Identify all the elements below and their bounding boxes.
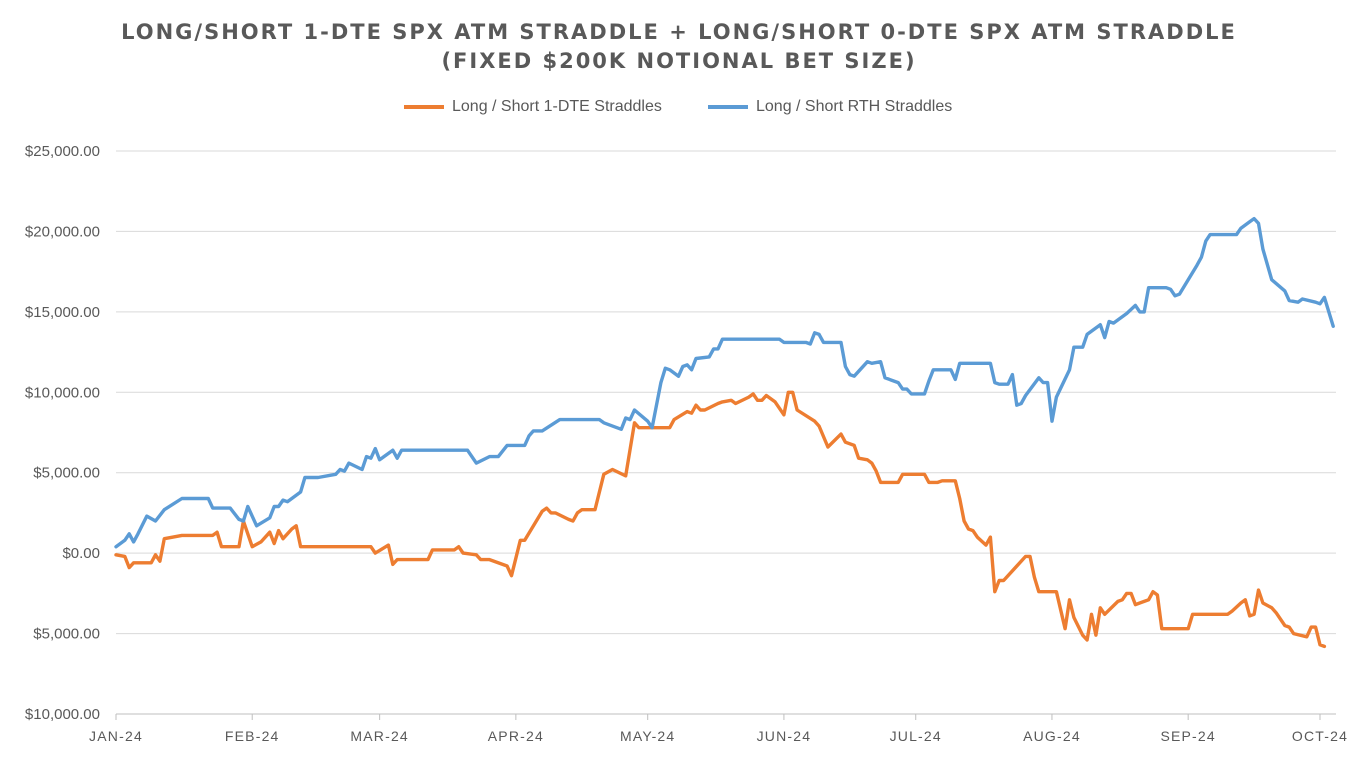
x-tick-label-2: MAR-24 [350, 728, 409, 744]
y-tick-label-1: $20,000.00 [25, 223, 100, 240]
x-axis: JAN-24 FEB-24 MAR-24 APR-24 MAY-24 JUN-24 JUL-… [89, 713, 1348, 744]
legend-swatch-1dte [404, 105, 444, 109]
x-tick-label-6: JUL-24 [890, 728, 942, 744]
y-tick-label-7: $10,000.00 [25, 706, 100, 723]
x-tick-label-3: APR-24 [488, 728, 544, 744]
x-tick-label-9: OCT-24 [1292, 728, 1348, 744]
series-lines [114, 216, 1335, 649]
legend-swatch-rth [708, 105, 748, 109]
y-tick-label-4: $5,000.00 [33, 465, 100, 482]
series-line-0 [114, 390, 1327, 649]
y-tick-label-6: $5,000.00 [33, 626, 100, 643]
x-tick-label-7: AUG-24 [1023, 728, 1081, 744]
legend-label-rth: Long / Short RTH Straddles [756, 98, 953, 115]
y-tick-label-5: $0.00 [62, 545, 100, 562]
x-tick-label-8: SEP-24 [1160, 728, 1215, 744]
x-tick-label-4: MAY-24 [620, 728, 675, 744]
legend-label-1dte: Long / Short 1-DTE Straddles [452, 98, 662, 115]
y-tick-label-3: $10,000.00 [25, 384, 100, 401]
chart-title-line-1: LONG/SHORT 1-DTE SPX ATM STRADDLE + LONG… [121, 20, 1237, 44]
y-axis-ticks: $25,000.00 $20,000.00 $15,000.00 $10,000.00… [25, 143, 100, 723]
chart-title: LONG/SHORT 1-DTE SPX ATM STRADDLE + LONG… [0, 18, 1358, 76]
legend-item-rth: Long / Short RTH Straddles [708, 98, 952, 116]
x-tick-label-0: JAN-24 [89, 728, 143, 744]
legend-item-1dte: Long / Short 1-DTE Straddles [404, 98, 662, 116]
chart-legend: Long / Short 1-DTE Straddles Long / Shor… [0, 98, 1358, 122]
y-tick-label-2: $15,000.00 [25, 304, 100, 321]
x-tick-label-5: JUN-24 [757, 728, 812, 744]
chart-title-line-2: (FIXED $200K NOTIONAL BET SIZE) [441, 49, 917, 73]
series-line-1 [114, 216, 1335, 549]
gridlines [116, 150, 1336, 635]
x-tick-label-1: FEB-24 [225, 728, 280, 744]
y-tick-label-0: $25,000.00 [25, 143, 100, 160]
